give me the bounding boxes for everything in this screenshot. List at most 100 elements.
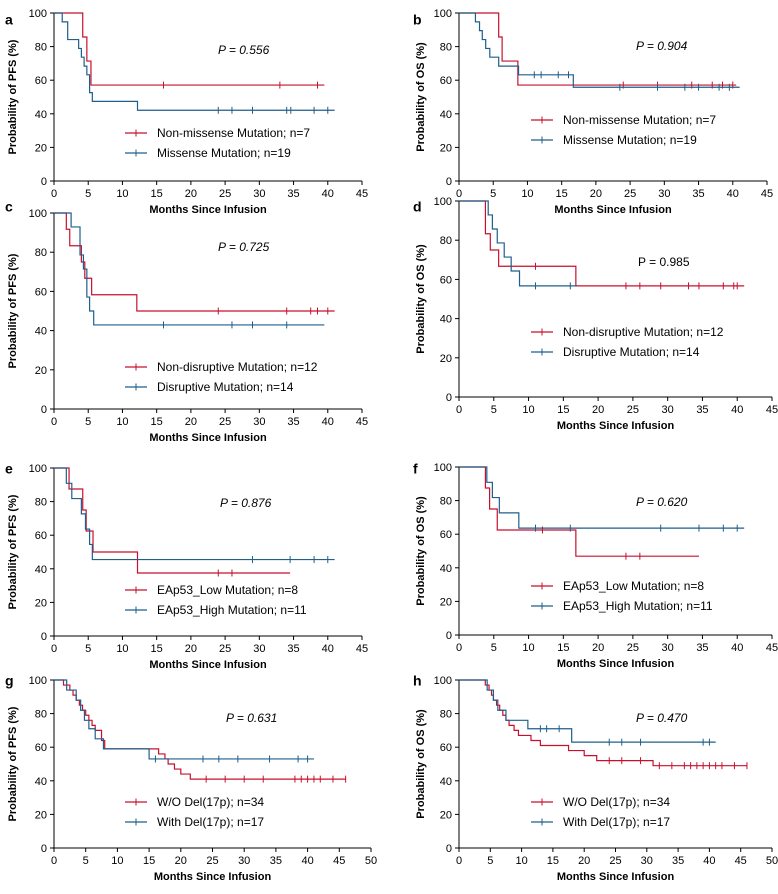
- x-tick-label: 0: [456, 855, 462, 867]
- x-tick-label: 40: [703, 855, 715, 867]
- panel-label: d: [413, 198, 422, 214]
- p-value: P = 0.556: [218, 43, 270, 57]
- x-tick-label: 25: [624, 188, 636, 200]
- x-tick-label: 10: [116, 188, 128, 200]
- y-tick-label: 80: [440, 235, 452, 247]
- y-tick-label: 80: [35, 709, 47, 721]
- panel-label: g: [5, 672, 14, 688]
- y-tick-label: 20: [440, 142, 452, 154]
- x-tick-label: 20: [185, 188, 197, 200]
- x-tick-label: 15: [151, 188, 163, 200]
- x-tick-label: 25: [219, 416, 231, 428]
- x-tick-label: 5: [85, 643, 91, 655]
- y-tick-label: 40: [35, 776, 47, 788]
- x-tick-label: 0: [51, 416, 57, 428]
- legend-label: W/O Del(17p); n=34: [563, 795, 670, 809]
- x-tick-label: 20: [592, 404, 604, 416]
- y-tick-label: 60: [35, 286, 47, 298]
- km-curve-red: [459, 679, 747, 767]
- y-tick-label: 60: [35, 742, 47, 754]
- legend-label: EAp53_High Mutation; n=11: [157, 603, 307, 617]
- km-curve-red: [54, 12, 325, 86]
- x-tick-label: 10: [116, 416, 128, 428]
- p-value: P = 0.876: [220, 496, 272, 510]
- panel-b: b 0 20 40 60 80 100 0 5 10 15 20 25 30 35 40 45 Months Si…: [413, 8, 773, 216]
- x-tick-label: 25: [609, 855, 621, 867]
- y-tick-label: 20: [440, 353, 452, 365]
- y-tick-label: 60: [35, 530, 47, 542]
- x-tick-label: 30: [253, 188, 265, 200]
- x-tick-label: 10: [522, 642, 534, 654]
- legend-label: EAp53_Low Mutation; n=8: [157, 583, 298, 597]
- x-tick-label: 25: [219, 188, 231, 200]
- km-curve-blue: [54, 679, 314, 760]
- y-axis-label: Probability of PFS (%): [7, 494, 19, 609]
- y-axis-label: Probability of PFS (%): [7, 706, 19, 821]
- panel-label: f: [413, 460, 418, 476]
- x-axis-label: Months Since Infusion: [557, 871, 675, 883]
- y-tick-label: 20: [440, 596, 452, 608]
- x-tick-label: 30: [253, 416, 265, 428]
- y-tick-label: 80: [440, 496, 452, 508]
- x-tick-label: 35: [287, 416, 299, 428]
- x-tick-label: 35: [692, 188, 704, 200]
- km-curve-blue: [459, 12, 740, 88]
- km-curve-blue: [54, 212, 325, 326]
- x-tick-label: 45: [356, 188, 368, 200]
- x-tick-label: 25: [627, 404, 639, 416]
- x-tick-label: 15: [143, 855, 155, 867]
- x-tick-label: 10: [515, 855, 527, 867]
- km-curve-blue: [54, 12, 335, 111]
- x-tick-label: 50: [766, 855, 778, 867]
- x-tick-label: 35: [270, 855, 282, 867]
- y-axis-label: Probability of OS (%): [415, 709, 427, 819]
- km-curve-blue: [459, 679, 716, 743]
- legend-label: With Del(17p); n=17: [563, 815, 670, 829]
- y-axis-label: Probability of OS (%): [415, 244, 427, 354]
- x-tick-label: 15: [556, 188, 568, 200]
- legend-label: Missense Mutation; n=19: [157, 146, 291, 160]
- p-value: P = 0.985: [638, 255, 690, 269]
- x-tick-label: 5: [491, 404, 497, 416]
- y-tick-label: 80: [35, 497, 47, 509]
- km-curve-blue: [54, 467, 335, 561]
- x-tick-label: 45: [356, 643, 368, 655]
- x-tick-label: 25: [219, 643, 231, 655]
- x-tick-label: 5: [85, 188, 91, 200]
- x-tick-label: 15: [557, 404, 569, 416]
- km-curve-red: [54, 212, 335, 312]
- y-axis-label: Probability of OS (%): [415, 42, 427, 152]
- x-tick-label: 40: [322, 643, 334, 655]
- x-tick-label: 40: [727, 188, 739, 200]
- x-tick-label: 20: [578, 855, 590, 867]
- x-tick-label: 5: [490, 188, 496, 200]
- legend-label: Disruptive Mutation; n=14: [157, 380, 294, 394]
- y-tick-label: 100: [29, 463, 47, 475]
- y-tick-label: 80: [35, 42, 47, 54]
- km-curve-red: [54, 679, 346, 780]
- y-tick-label: 40: [440, 109, 452, 121]
- x-tick-label: 25: [206, 855, 218, 867]
- y-tick-label: 80: [35, 247, 47, 259]
- x-axis-label: Months Since Infusion: [554, 204, 672, 216]
- y-axis-label: Probability of PFS (%): [7, 253, 19, 368]
- y-axis-label: Probability of OS (%): [415, 496, 427, 606]
- x-tick-label: 40: [731, 642, 743, 654]
- y-tick-label: 20: [35, 142, 47, 154]
- x-tick-label: 15: [151, 416, 163, 428]
- y-tick-label: 80: [440, 42, 452, 54]
- legend-label: EAp53_High Mutation; n=11: [563, 599, 713, 613]
- y-tick-label: 40: [440, 314, 452, 326]
- y-tick-label: 0: [446, 843, 452, 855]
- panel-f: f 0 20 40 60 80 100 0 5 10 15 20 25 30 35 40 45 Months Si…: [413, 460, 778, 670]
- x-tick-label: 50: [365, 855, 377, 867]
- panel-a: a 0 20 40 60 80 100 0 5 10 15 20 25 30 35 40 45 Months Si…: [5, 8, 368, 216]
- km-curve-blue: [459, 200, 578, 287]
- x-tick-label: 35: [696, 642, 708, 654]
- x-axis-label: Months Since Infusion: [149, 432, 267, 444]
- x-axis-label: Months Since Infusion: [149, 204, 267, 216]
- x-axis-label: Months Since Infusion: [149, 659, 267, 671]
- x-tick-label: 10: [111, 855, 123, 867]
- km-curve-red: [459, 200, 745, 287]
